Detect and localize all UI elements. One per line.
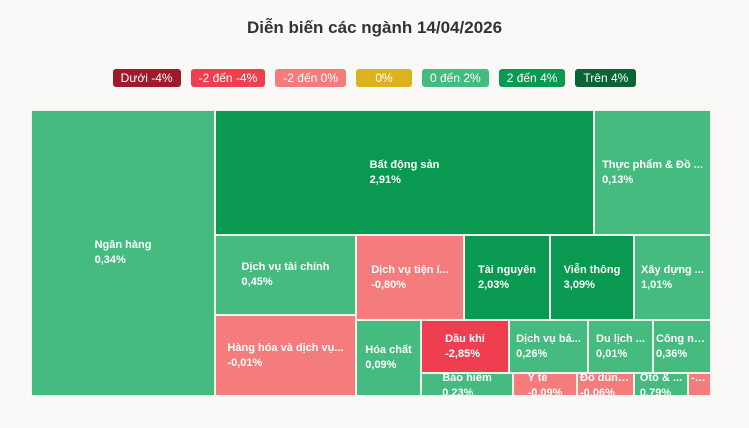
- sector-name: Tài nguyên: [477, 263, 537, 276]
- chart-title: Diễn biến các ngành 14/04/2026: [246, 18, 503, 37]
- sector-name: Hóa chất: [365, 344, 412, 356]
- sector-value: 2,91%: [369, 173, 401, 186]
- sector-name: Du lịch ...: [596, 332, 645, 345]
- sector-value: 0,79%: [639, 387, 672, 396]
- sector-name: Công ng...: [656, 332, 708, 345]
- treemap-cell[interactable]: Công ng... 0,36%: [653, 320, 711, 373]
- sector-name: Viễn thông: [563, 263, 621, 276]
- sector-value: 0,13%: [602, 173, 634, 186]
- treemap-cell[interactable]: Ôtô & ... 0,79%: [634, 373, 688, 396]
- sector-value: -2,85%: [445, 347, 480, 360]
- cell-label: Dịch vụ tài chính 0,45%: [239, 260, 331, 290]
- treemap-cell[interactable]: Đồ dùng... -0,06%: [577, 373, 634, 396]
- legend-item: -2 đến -4%: [190, 69, 266, 87]
- treemap-cell[interactable]: Hóa chất 0,09%: [356, 320, 421, 396]
- treemap-cell[interactable]: Ngân hàng 0,34%: [31, 110, 215, 396]
- legend-item: 2 đến 4%: [498, 69, 566, 87]
- treemap-cell[interactable]: Tài nguyên 2,03%: [464, 235, 550, 320]
- cell-label: Xây dựng ... 1,01%: [639, 263, 706, 293]
- cell-label: Công ng... 0,36%: [654, 332, 710, 362]
- sector-value: 0,09%: [365, 359, 397, 371]
- cell-label: Y tế -0,09%: [526, 373, 565, 396]
- legend-item: 0%: [355, 69, 412, 87]
- sector-name: Y tế: [527, 373, 548, 384]
- cell-label: Bất động sản 2,91%: [368, 158, 442, 188]
- treemap-cell[interactable]: Dịch vụ tiện í... -0,80%: [356, 235, 464, 320]
- sector-name: Xây dựng ...: [641, 263, 704, 276]
- sector-value: 0,45%: [241, 276, 273, 288]
- treemap-cell[interactable]: Bảo hiểm 0,23%: [421, 373, 513, 396]
- cell-label: Ngân hàng 0,34%: [93, 238, 154, 268]
- sector-value: 0,23%: [442, 387, 474, 396]
- sector-value: 2,03%: [477, 278, 510, 291]
- cell-label: Dịch vụ tiện í... -0,80%: [369, 263, 451, 293]
- sector-name: Ôtô & ...: [639, 373, 683, 384]
- legend: Dưới -4% -2 đến -4% -2 đến 0% 0% 0 đến 2…: [0, 69, 749, 87]
- cell-label: Thực phẩm & Đồ ... 0,13%: [600, 158, 705, 188]
- treemap-cell[interactable]: Dầu khí -2,85%: [421, 320, 509, 373]
- sector-value: 0,36%: [656, 347, 688, 360]
- sector-value: -0,01%: [227, 356, 263, 369]
- sector-name: Hàng hóa và dịch vụ...: [227, 341, 344, 354]
- cell-label: Ôtô & ... 0,79%: [638, 373, 684, 396]
- sector-name: Bảo hiểm: [442, 373, 492, 384]
- sector-value: 3,09%: [563, 278, 595, 291]
- treemap: Ngân hàng 0,34% Bất động sản 2,91% Thực phẩm…: [31, 110, 711, 396]
- legend-item: Dưới -4%: [112, 69, 181, 87]
- treemap-cell[interactable]: Thực phẩm & Đồ ... 0,13%: [594, 110, 711, 235]
- treemap-cell[interactable]: Viễn thông 3,09%: [550, 235, 634, 320]
- cell-label: Hóa chất 0,09%: [363, 343, 413, 373]
- sector-value: 0,34%: [94, 254, 126, 266]
- legend-item: -2 đến 0%: [275, 69, 346, 87]
- sector-name: Dịch vụ tiện í...: [371, 263, 449, 276]
- treemap-cell[interactable]: Dịch vụ tài chính 0,45%: [215, 235, 356, 315]
- cell-label: Dịch vụ bá... 0,26%: [514, 332, 583, 362]
- treemap-cell[interactable]: Du lịch ... 0,01%: [588, 320, 653, 373]
- sector-name: Dịch vụ tài chính: [241, 261, 330, 273]
- sector-value: 0,26%: [516, 347, 548, 360]
- cell-label: -0,88%: [689, 373, 710, 386]
- treemap-cell[interactable]: Xây dựng ... 1,01%: [634, 235, 711, 320]
- treemap-cell[interactable]: Bất động sản 2,91%: [215, 110, 594, 235]
- cell-label: Du lịch ... 0,01%: [594, 332, 647, 362]
- sector-name: Đồ dùng...: [580, 373, 631, 384]
- sector-name: Thực phẩm & Đồ ...: [602, 158, 703, 171]
- legend-item: Trên 4%: [575, 69, 637, 87]
- sector-name: Ngân hàng: [94, 239, 152, 251]
- sector-value: -0,06%: [580, 387, 615, 396]
- treemap-cell[interactable]: Hàng hóa và dịch vụ... -0,01%: [215, 315, 356, 396]
- cell-label: Viễn thông 3,09%: [562, 263, 623, 293]
- sector-value: -0,88%: [691, 373, 708, 384]
- treemap-cell[interactable]: Dịch vụ bá... 0,26%: [509, 320, 588, 373]
- sector-value: -0,09%: [527, 387, 563, 396]
- cell-label: Dầu khí -2,85%: [443, 332, 487, 362]
- sector-value: 1,01%: [641, 278, 673, 291]
- sector-name: Dịch vụ bá...: [516, 332, 581, 345]
- sector-value: 0,01%: [596, 347, 628, 360]
- cell-label: Đồ dùng... -0,06%: [578, 373, 633, 396]
- treemap-cell[interactable]: Y tế -0,09%: [513, 373, 577, 396]
- sector-name: Bất động sản: [369, 158, 440, 171]
- sector-name: Dầu khí: [445, 332, 485, 345]
- cell-label: Tài nguyên 2,03%: [476, 263, 538, 293]
- cell-label: Hàng hóa và dịch vụ... -0,01%: [225, 341, 345, 371]
- cell-label: Bảo hiểm 0,23%: [440, 373, 494, 396]
- legend-item: 0 đến 2%: [421, 69, 489, 87]
- treemap-cell[interactable]: -0,88%: [688, 373, 711, 396]
- sector-value: -0,80%: [371, 278, 407, 291]
